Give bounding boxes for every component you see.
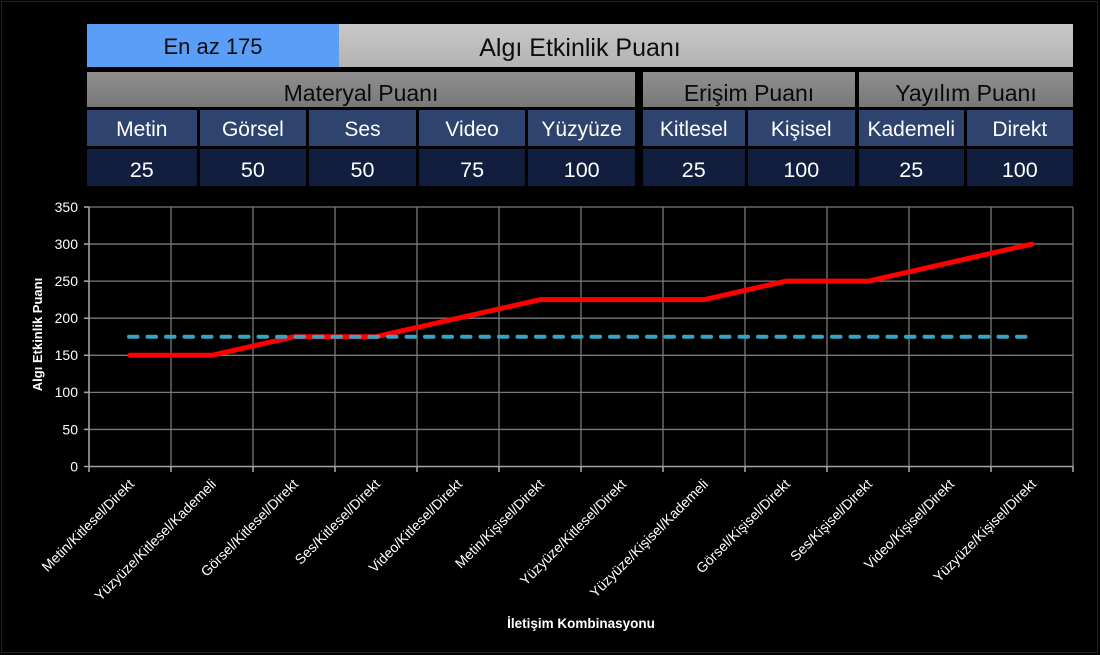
svg-text:Ses/Kişisel/Direkt: Ses/Kişisel/Direkt — [787, 476, 875, 564]
svg-text:Video/Kitlesel/Direkt: Video/Kitlesel/Direkt — [365, 476, 465, 576]
svg-text:150: 150 — [55, 347, 79, 363]
svg-text:Metin/Kişisel/Direkt: Metin/Kişisel/Direkt — [452, 476, 548, 572]
svg-text:300: 300 — [55, 236, 79, 252]
svg-text:50: 50 — [62, 422, 78, 438]
svg-text:Ses/Kitlesel/Direkt: Ses/Kitlesel/Direkt — [291, 476, 383, 568]
svg-text:0: 0 — [70, 459, 78, 475]
svg-text:Algı Etkinlik Puanı: Algı Etkinlik Puanı — [30, 278, 45, 391]
svg-text:350: 350 — [55, 199, 79, 215]
svg-text:200: 200 — [55, 310, 79, 326]
svg-text:Görsel/Kişisel/Direkt: Görsel/Kişisel/Direkt — [693, 476, 794, 577]
svg-text:İletişim Kombinasyonu: İletişim Kombinasyonu — [507, 616, 655, 631]
svg-text:Metin/Kitlesel/Direkt: Metin/Kitlesel/Direkt — [38, 476, 137, 575]
svg-text:Video/Kişisel/Direkt: Video/Kişisel/Direkt — [861, 476, 957, 572]
svg-text:250: 250 — [55, 273, 79, 289]
svg-text:100: 100 — [55, 384, 79, 400]
